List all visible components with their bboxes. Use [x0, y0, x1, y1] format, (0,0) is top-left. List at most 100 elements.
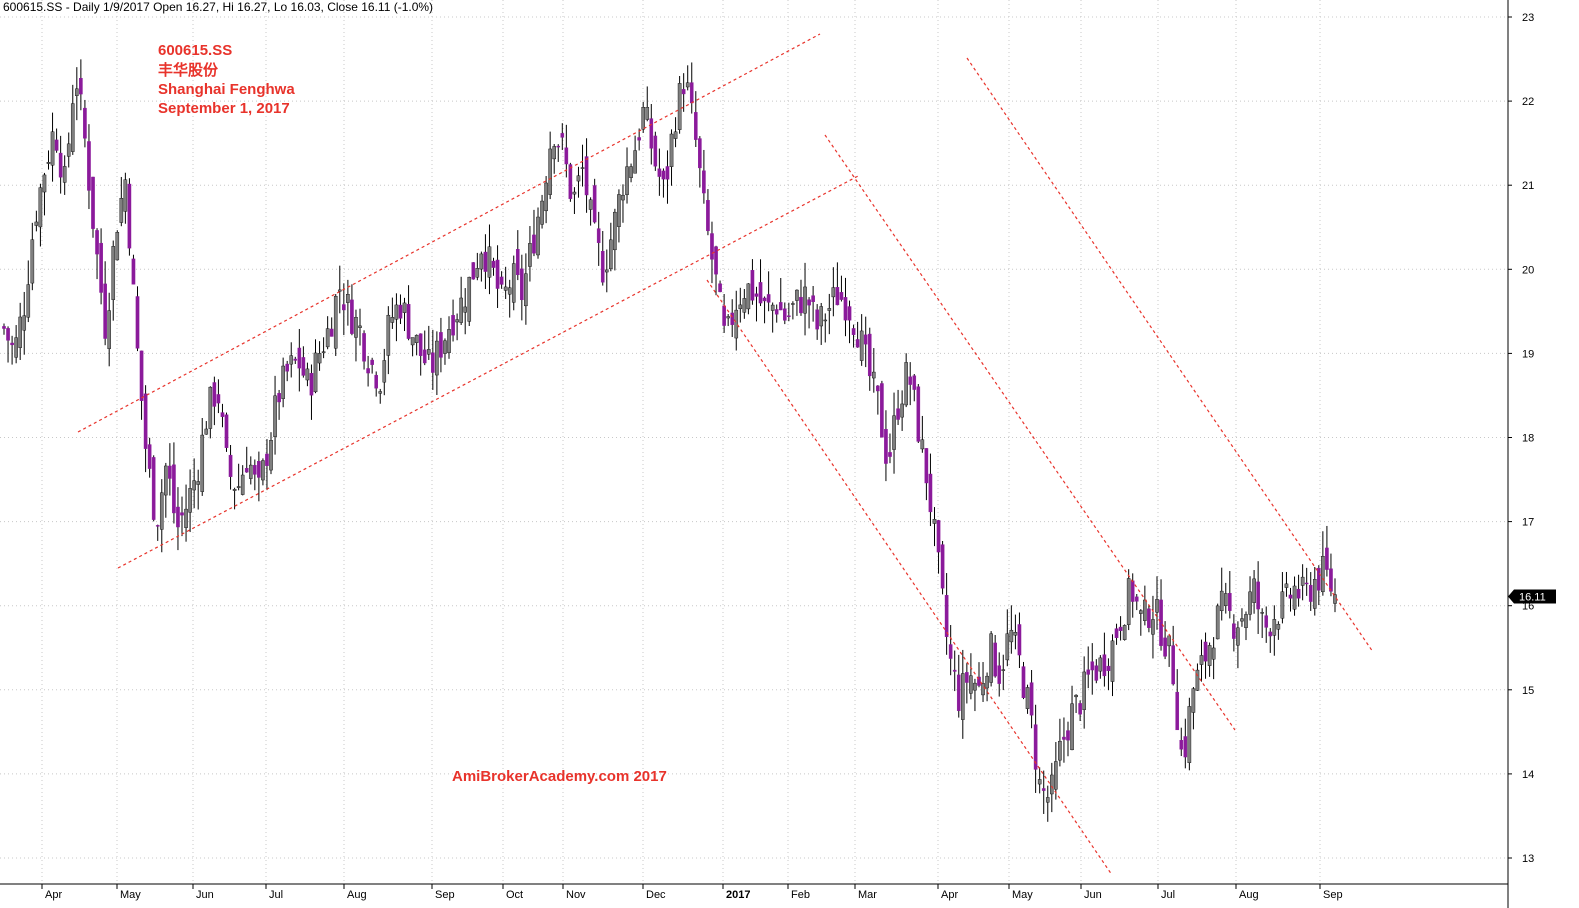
candle-body	[609, 239, 613, 270]
candle-body	[495, 259, 500, 289]
candle-body	[1268, 631, 1273, 637]
candle-body	[414, 334, 419, 343]
candle-body	[661, 170, 666, 180]
candle-body	[693, 112, 698, 140]
candle-body	[572, 191, 577, 195]
candle-body	[1284, 583, 1289, 588]
x-tick-label: May	[1012, 889, 1033, 901]
candle-body	[940, 544, 945, 589]
y-tick-label: 13	[1522, 853, 1534, 865]
candle-body	[87, 141, 91, 191]
candle-body	[811, 295, 815, 303]
candle-body	[269, 440, 273, 471]
candle-body	[277, 393, 281, 403]
x-tick-label: Oct	[506, 889, 523, 901]
y-tick-label: 16	[1522, 601, 1534, 613]
candle-body	[969, 675, 973, 694]
candle-body	[261, 460, 265, 481]
candle-body	[313, 352, 318, 393]
candle-body	[653, 135, 658, 167]
candle-body	[722, 305, 726, 326]
trendlines	[77, 33, 1374, 876]
candle-body	[333, 296, 338, 349]
candle-body	[394, 304, 399, 320]
candle-body	[208, 386, 213, 429]
candle-body	[99, 242, 103, 293]
candle-body	[985, 675, 989, 689]
candle-body	[2, 326, 6, 329]
candle-body	[50, 131, 55, 166]
candle-body	[673, 131, 678, 139]
candle-body	[370, 359, 374, 365]
candle-body	[908, 376, 913, 385]
candle-body	[75, 88, 79, 96]
candle-body	[216, 394, 221, 404]
candle-body	[1074, 694, 1078, 698]
chart-header: 600615.SS - Daily 1/9/2017 Open 16.27, H…	[3, 0, 433, 14]
candle-body	[750, 270, 755, 301]
candle-body	[38, 187, 43, 228]
candle-body	[1050, 774, 1054, 795]
candle-body	[6, 328, 10, 341]
candle-body	[1329, 568, 1333, 592]
candle-body	[168, 465, 172, 479]
annotation-block: 600615.SS 丰华股份 Shanghai Fenghwa Septembe…	[158, 42, 295, 117]
candle-body	[354, 316, 358, 338]
candle-body	[1009, 629, 1014, 643]
candle-body	[155, 525, 160, 527]
candle-body	[839, 292, 844, 300]
candle-body	[503, 286, 508, 291]
candle-body	[1187, 706, 1192, 763]
candle-body	[1001, 669, 1006, 671]
candle-body	[1228, 593, 1232, 611]
candle-body	[730, 312, 735, 325]
y-tick-label: 23	[1522, 12, 1534, 24]
candle-body	[1272, 619, 1277, 636]
candle-body	[374, 374, 378, 389]
candle-body	[1223, 593, 1228, 606]
candle-body	[297, 347, 302, 369]
candle-body	[18, 316, 22, 348]
candle-body	[641, 107, 646, 130]
candle-body	[787, 315, 791, 317]
candle-body	[944, 595, 949, 637]
x-tick-label: Nov	[566, 889, 586, 901]
y-tick-label: 21	[1522, 180, 1534, 192]
candle-body	[1260, 612, 1264, 614]
candle-body	[1300, 576, 1305, 586]
candle-body	[588, 199, 593, 210]
candle-body	[924, 448, 929, 484]
candle-body	[14, 337, 18, 358]
candle-body	[827, 308, 832, 311]
candle-body	[212, 382, 217, 407]
candle-body	[66, 143, 71, 157]
candle-body	[342, 304, 346, 311]
candlesticks	[2, 59, 1337, 822]
candle-body	[665, 166, 670, 180]
candle-body	[305, 368, 310, 381]
candle-body	[507, 287, 512, 295]
candle-body	[1098, 657, 1103, 672]
candle-body	[989, 633, 993, 683]
candle-body	[564, 147, 569, 165]
candle-body	[257, 461, 261, 478]
candle-body	[961, 673, 965, 720]
candle-body	[596, 228, 601, 243]
candle-body	[576, 175, 581, 182]
candle-body	[702, 170, 706, 194]
candle-body	[1292, 585, 1297, 610]
candle-body	[714, 246, 718, 275]
x-tick-label: 2017	[726, 889, 750, 901]
candle-body	[1058, 740, 1062, 761]
candle-body	[337, 289, 342, 292]
candle-body	[1070, 703, 1074, 751]
candle-body	[1033, 724, 1038, 770]
candle-body	[993, 642, 997, 677]
x-axis-ticks: Apr May Jun Jul Aug Sep Oct Nov Dec 2017 Feb Mar Apr…	[41, 884, 1343, 901]
candle-body	[669, 133, 674, 167]
candle-body	[888, 452, 892, 457]
candle-body	[1317, 567, 1321, 591]
candle-body	[386, 314, 391, 356]
candle-body	[754, 293, 759, 297]
